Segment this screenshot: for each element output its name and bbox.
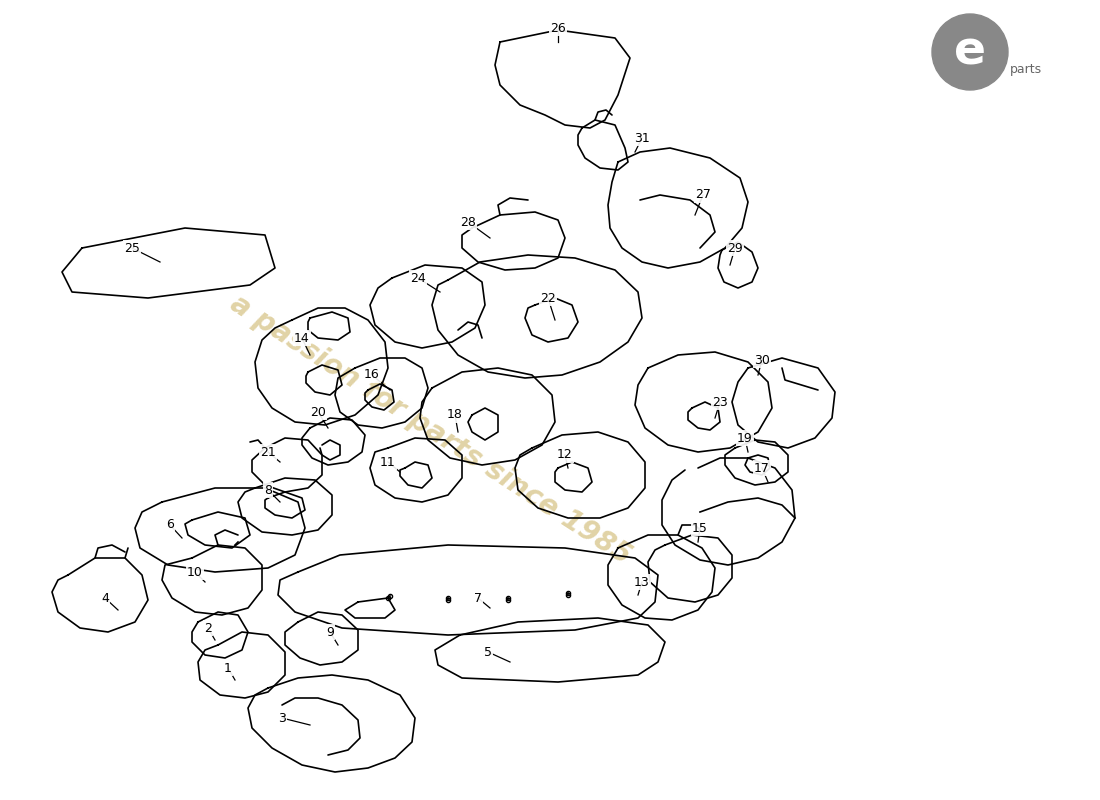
Text: 25: 25 bbox=[124, 242, 140, 254]
Text: parts: parts bbox=[1010, 63, 1042, 77]
Text: 9: 9 bbox=[326, 626, 334, 638]
Text: 12: 12 bbox=[557, 449, 573, 462]
Text: 22: 22 bbox=[540, 291, 556, 305]
Text: 2: 2 bbox=[205, 622, 212, 634]
Text: 18: 18 bbox=[447, 409, 463, 422]
Text: 3: 3 bbox=[278, 711, 286, 725]
Text: 31: 31 bbox=[634, 131, 650, 145]
Text: 10: 10 bbox=[187, 566, 202, 578]
Text: 30: 30 bbox=[755, 354, 770, 366]
Text: 5: 5 bbox=[484, 646, 492, 658]
Text: 17: 17 bbox=[755, 462, 770, 474]
Text: 11: 11 bbox=[381, 455, 396, 469]
Text: 23: 23 bbox=[712, 395, 728, 409]
Text: 16: 16 bbox=[364, 369, 380, 382]
Text: 29: 29 bbox=[727, 242, 742, 254]
Text: 8: 8 bbox=[264, 483, 272, 497]
Circle shape bbox=[932, 14, 1008, 90]
Text: 1: 1 bbox=[224, 662, 232, 674]
Text: 15: 15 bbox=[692, 522, 708, 534]
Text: 27: 27 bbox=[695, 189, 711, 202]
Text: 7: 7 bbox=[474, 591, 482, 605]
Text: a passion for parts since 1985: a passion for parts since 1985 bbox=[224, 290, 636, 570]
Text: 19: 19 bbox=[737, 431, 752, 445]
Text: 20: 20 bbox=[310, 406, 326, 418]
Text: 28: 28 bbox=[460, 215, 476, 229]
Text: 21: 21 bbox=[260, 446, 276, 458]
Text: 24: 24 bbox=[410, 271, 426, 285]
Text: e: e bbox=[954, 30, 986, 74]
Text: 6: 6 bbox=[166, 518, 174, 531]
Text: 13: 13 bbox=[634, 575, 650, 589]
Text: 26: 26 bbox=[550, 22, 565, 34]
Text: 14: 14 bbox=[294, 331, 310, 345]
Text: 4: 4 bbox=[101, 591, 109, 605]
